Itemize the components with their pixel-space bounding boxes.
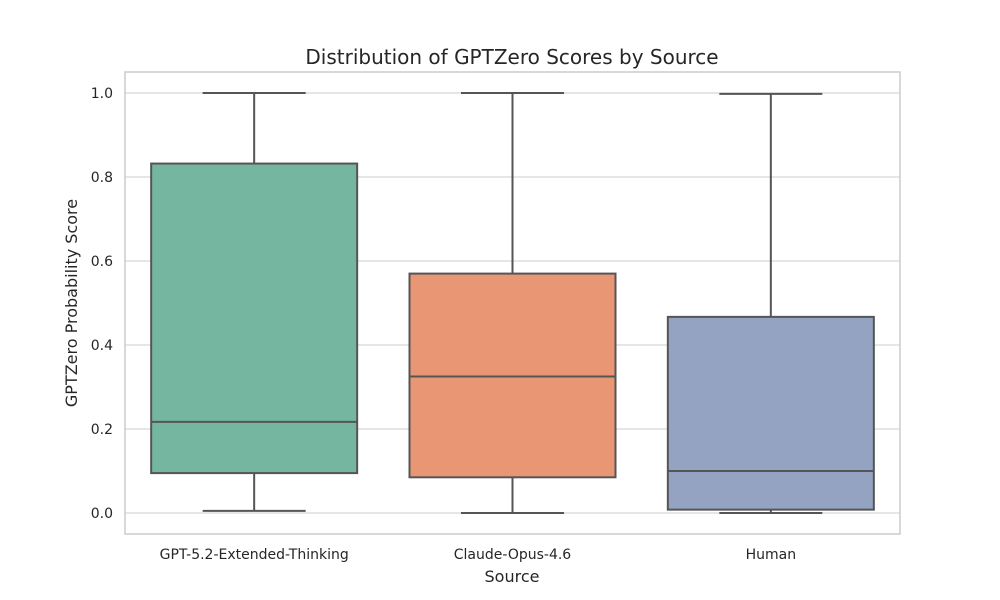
x-tick-labels: GPT-5.2-Extended-Thinking Claude-Opus-4.6… — [160, 547, 796, 563]
y-tick-label: 0.8 — [91, 170, 113, 186]
chart-title: Distribution of GPTZero Scores by Source — [305, 45, 718, 69]
y-tick-label: 0.6 — [91, 254, 113, 270]
iqr-box — [666, 315, 875, 511]
box-3 — [666, 92, 875, 514]
box-1 — [150, 92, 359, 512]
x-tick-label: Claude-Opus-4.6 — [454, 547, 572, 563]
x-tick-label: GPT-5.2-Extended-Thinking — [160, 547, 349, 563]
x-axis-label: Source — [485, 567, 540, 586]
iqr-box — [150, 162, 359, 475]
y-axis-label: GPTZero Probability Score — [62, 199, 81, 407]
x-tick-label: Human — [746, 547, 797, 563]
plot-frame — [124, 71, 901, 535]
boxes — [150, 92, 875, 514]
box-2 — [408, 92, 617, 514]
y-tick-label: 0.4 — [91, 338, 113, 354]
y-tick-label: 0.0 — [91, 506, 113, 522]
y-tick-label: 0.2 — [91, 422, 113, 438]
y-tick-label: 1.0 — [91, 86, 113, 102]
iqr-box — [408, 272, 617, 479]
y-tick-labels: 0.0 0.2 0.4 0.6 0.8 1.0 — [91, 86, 113, 522]
